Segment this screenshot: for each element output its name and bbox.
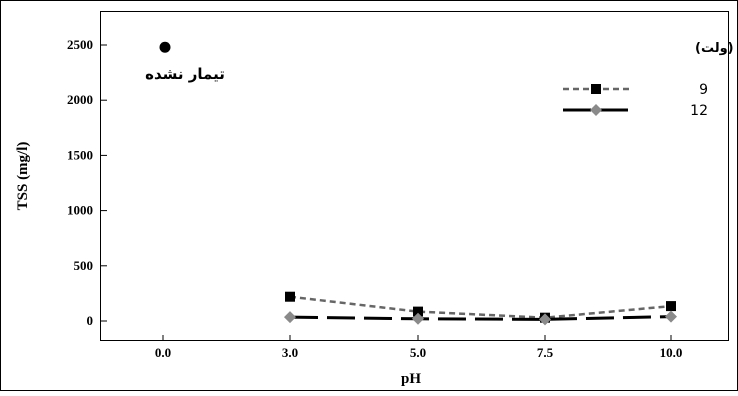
- data-point-series-9: [666, 301, 676, 312]
- x-tick-label: 7.5: [537, 345, 554, 360]
- y-axis: 0 500 1000 1500 2000 2500: [67, 37, 107, 328]
- series-line-9: [289, 295, 672, 319]
- data-point-series-12: [284, 311, 296, 324]
- y-tick-label: 2000: [67, 92, 93, 107]
- x-tick-label: 0.0: [155, 345, 171, 360]
- y-axis-title: TSS (mg/l): [15, 142, 31, 211]
- data-point-series-9: [285, 291, 295, 302]
- legend-label-9: 9: [699, 82, 708, 98]
- y-tick-label: 500: [74, 258, 94, 273]
- plot-area: [100, 11, 729, 341]
- untreated-data-point: [159, 41, 171, 53]
- untreated-label: تیمار نشده: [145, 65, 225, 83]
- legend-label-12: 12: [690, 103, 708, 119]
- data-point-series-12: [665, 310, 677, 323]
- x-axis-title: pH: [401, 371, 421, 387]
- data-point-series-12: [412, 312, 424, 325]
- legend: 912: [563, 82, 708, 119]
- legend-title: ولتاژ (ولت): [695, 41, 738, 56]
- data-point-series-12: [539, 313, 551, 326]
- series-layer: [284, 291, 677, 326]
- series-line-12: [289, 315, 672, 321]
- x-tick-label: 5.0: [410, 345, 426, 360]
- data-point-series-9: [413, 306, 423, 317]
- y-tick-label: 1000: [67, 203, 93, 218]
- x-tick-label: 10.0: [660, 345, 683, 360]
- legend-marker-12: [590, 104, 602, 116]
- x-tick-label: 3.0: [282, 345, 298, 360]
- y-tick-label: 1500: [67, 147, 93, 162]
- x-axis: 0.0 3.0 5.0 7.5 10.0: [155, 335, 683, 360]
- untreated-annotation: تیمار نشده: [145, 41, 225, 83]
- y-tick-label: 2500: [67, 37, 93, 52]
- y-tick-label: 0: [87, 313, 94, 328]
- legend-marker-9: [591, 84, 601, 94]
